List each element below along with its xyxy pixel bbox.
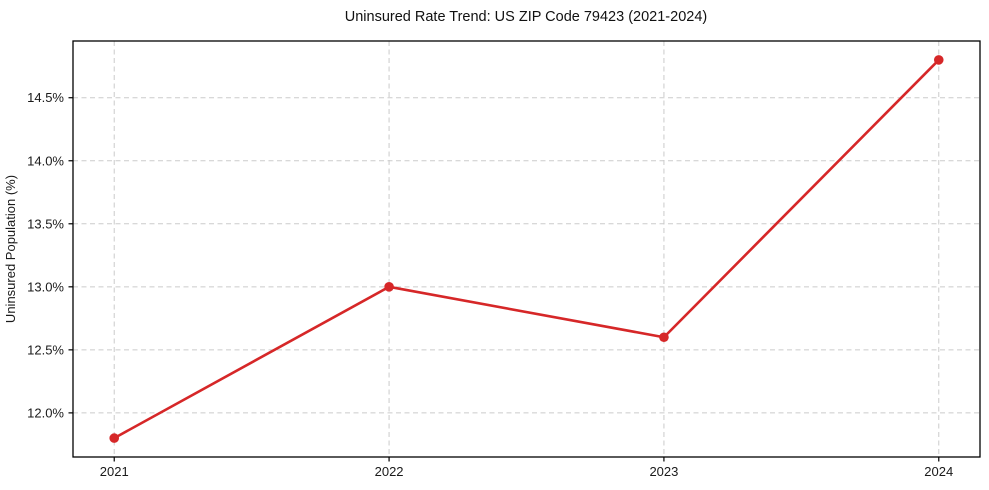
x-tick-label: 2024 (924, 464, 953, 479)
y-tick-label: 13.0% (27, 279, 64, 294)
trend-line (112, 58, 941, 440)
data-point-marker (109, 433, 120, 443)
data-point-marker (659, 332, 669, 343)
chart-title: Uninsured Rate Trend: US ZIP Code 79423 … (345, 9, 707, 25)
data-point-marker (384, 282, 394, 292)
gridlines (73, 41, 980, 457)
data-series (109, 55, 944, 443)
y-axis-label: Uninsured Population (%) (3, 175, 18, 323)
x-tick-label: 2023 (649, 464, 678, 479)
y-tick-label: 14.0% (27, 153, 64, 168)
data-point-marker (933, 55, 944, 65)
plot-frame (72, 40, 981, 458)
y-tick-label: 12.0% (27, 405, 64, 420)
tick-labels: 12.0% 12.5% 13.0% 13.5% 14.0% 14.5% 2021 2022 20… (27, 90, 953, 479)
y-tick-label: 13.5% (27, 216, 64, 231)
axes (68, 40, 981, 462)
y-tick-label: 14.5% (27, 90, 64, 105)
x-tick-label: 2021 (100, 464, 129, 479)
x-tick-label: 2022 (375, 464, 404, 479)
y-tick-label: 12.5% (27, 342, 64, 357)
